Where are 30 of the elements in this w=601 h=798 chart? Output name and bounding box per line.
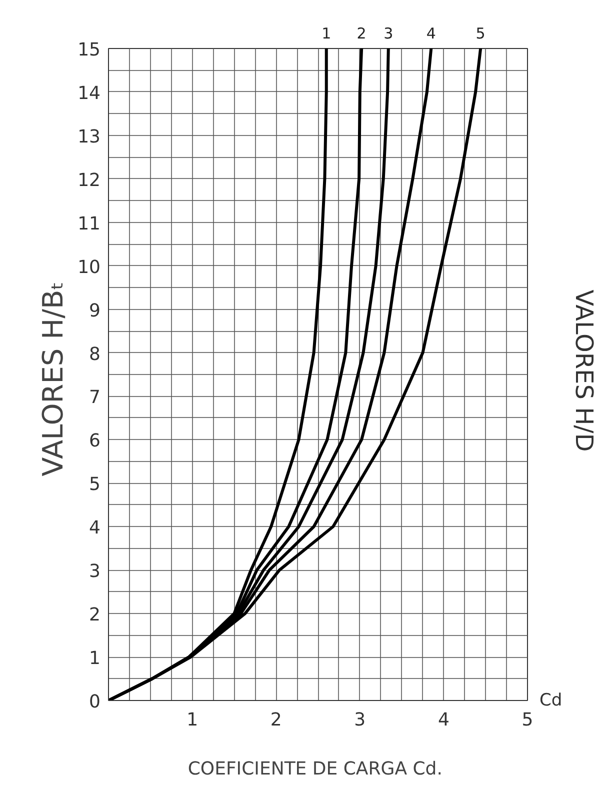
y-tick-label: 8: [89, 344, 100, 365]
y-tick-label: 6: [89, 430, 100, 452]
series-label: 5: [476, 24, 486, 42]
series-label: 2: [356, 24, 366, 42]
x-tick-label: 1: [186, 710, 198, 730]
y-tick-label: 9: [89, 300, 100, 322]
y2-axis-title: VALORES H/D: [570, 290, 598, 452]
y-tick-label: 0: [89, 692, 100, 712]
x-tick-label: 4: [438, 710, 450, 730]
y-tick-label: 14: [78, 82, 100, 104]
y-tick-label: 12: [78, 170, 100, 191]
y-tick-label: 10: [78, 256, 100, 278]
series-label: 3: [384, 24, 394, 42]
series-label: 1: [322, 24, 332, 42]
x-tick-label: 3: [354, 710, 366, 730]
text: Cd: [540, 690, 562, 710]
y-tick-label: 4: [89, 518, 100, 539]
y-tick-label: 13: [78, 126, 100, 148]
y-tick-label: 7: [89, 387, 100, 408]
y-tick-label: 3: [89, 561, 100, 582]
series-label: 4: [426, 24, 436, 42]
y-tick-label: 11: [78, 213, 100, 234]
y-axis-title: VALORES H/Bₜ: [36, 281, 70, 476]
y-tick-label: 2: [89, 604, 100, 626]
y-tick-label: 15: [78, 40, 100, 60]
x-axis-title: COEFICIENTE DE CARGA Cd.: [188, 758, 442, 780]
y-tick-label: 5: [89, 474, 100, 496]
x-tick-label: 2: [270, 710, 282, 730]
y-tick-label: 1: [89, 648, 100, 670]
x-tick-label: 5: [522, 710, 534, 730]
